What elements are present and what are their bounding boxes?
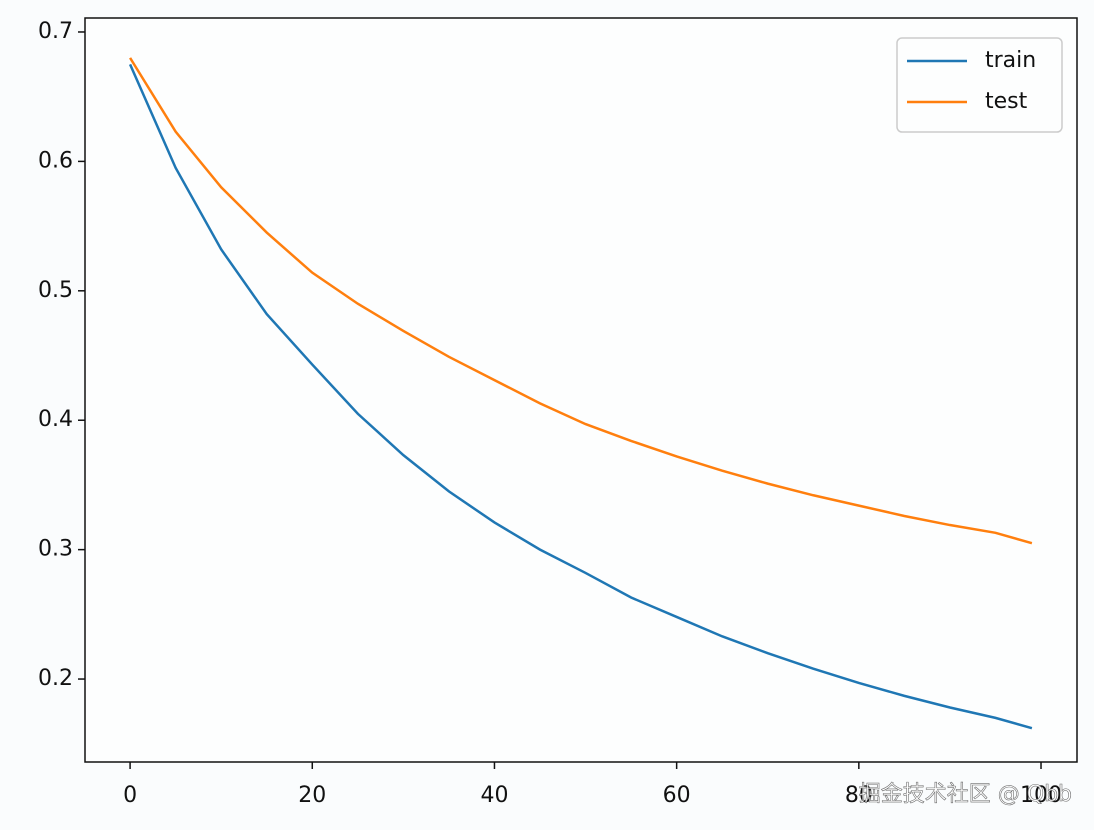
legend-label: train xyxy=(985,48,1036,73)
legend-frame xyxy=(896,37,1063,133)
y-tick-label: 0.5 xyxy=(38,278,73,303)
line xyxy=(128,63,1033,730)
legend-label: test xyxy=(985,89,1028,114)
x-tick-label: 20 xyxy=(298,783,326,808)
y-tick-label: 0.6 xyxy=(38,148,73,173)
x-tick-label: 60 xyxy=(663,783,691,808)
watermark: 掘金技术社区 @ Qbb xyxy=(859,782,1072,807)
line xyxy=(129,57,1033,545)
y-tick-label: 0.3 xyxy=(38,537,73,562)
y-tick-label: 0.2 xyxy=(38,666,73,691)
y-tick-label: 0.7 xyxy=(38,19,73,44)
y-tick-label: 0.4 xyxy=(38,407,73,432)
x-tick-label: 100 xyxy=(1020,783,1062,808)
x-tick-label: 80 xyxy=(845,783,873,808)
x-tick-label: 0 xyxy=(123,783,137,808)
x-tick-label: 40 xyxy=(480,783,508,808)
plot-frame xyxy=(84,17,1078,763)
